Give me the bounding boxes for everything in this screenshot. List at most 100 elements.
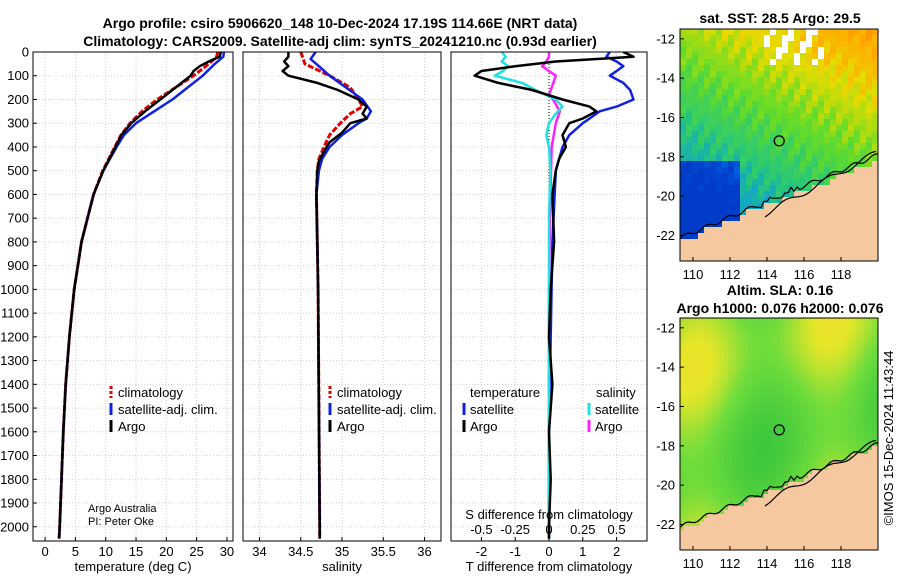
- map-cell: [828, 362, 833, 367]
- map-cell: [736, 490, 741, 495]
- map-cell: [854, 143, 861, 150]
- map-cell: [692, 378, 697, 383]
- temperature-axes-frame: [32, 51, 234, 542]
- map-cell: [792, 362, 797, 367]
- map-cell: [820, 534, 825, 539]
- map-cell: [712, 442, 717, 447]
- map-cell: [716, 434, 721, 439]
- map-cell: [744, 538, 749, 543]
- map-cell: [740, 362, 745, 367]
- map-cell: [808, 402, 813, 407]
- map-cell: [796, 470, 801, 475]
- map-cell: [864, 354, 869, 359]
- map-cell: [732, 434, 737, 439]
- map-cell: [876, 458, 878, 463]
- map-cell: [716, 257, 723, 261]
- map-cell: [746, 143, 753, 150]
- map-cell: [732, 482, 737, 487]
- map-cell: [700, 494, 705, 499]
- map-cell: [758, 125, 765, 132]
- map-cell: [840, 406, 845, 411]
- map-cell: [704, 538, 709, 543]
- map-cell: [680, 29, 687, 36]
- map-cell: [764, 362, 769, 367]
- map-cell: [782, 113, 789, 120]
- map-cell: [820, 394, 825, 399]
- map-cell: [780, 406, 785, 411]
- map-cell: [856, 370, 861, 375]
- map-cell: [776, 330, 781, 335]
- map-cell: [740, 330, 745, 335]
- map-cell: [876, 346, 878, 351]
- map-cell: [692, 233, 699, 240]
- map-cell: [800, 113, 807, 120]
- map-cell: [848, 518, 853, 523]
- map-cell: [758, 239, 765, 246]
- map-cell: [820, 434, 825, 439]
- map-cell: [710, 215, 717, 222]
- map-cell: [732, 398, 737, 403]
- map-cell: [728, 458, 733, 463]
- map-cell: [824, 350, 829, 355]
- map-cell: [792, 374, 797, 379]
- map-cell: [808, 502, 813, 507]
- map-cell: [872, 71, 878, 78]
- map-cell: [784, 470, 789, 475]
- map-cell: [720, 430, 725, 435]
- map-cell: [748, 390, 753, 395]
- map-cell: [740, 41, 747, 48]
- map-cell: [788, 41, 795, 48]
- map-cell: [716, 179, 723, 186]
- map-cell: [800, 334, 805, 339]
- map-cell: [824, 438, 829, 443]
- map-cell: [744, 322, 749, 327]
- map-cell: [700, 354, 705, 359]
- map-cell: [818, 137, 825, 144]
- map-cell: [844, 522, 849, 527]
- map-cell: [752, 458, 757, 463]
- map-cell: [776, 101, 783, 108]
- map-cell: [804, 410, 809, 415]
- map-cell: [842, 143, 849, 150]
- map-cell: [746, 95, 753, 102]
- map-cell: [744, 470, 749, 475]
- map-cell: [740, 406, 745, 411]
- map-cell: [820, 374, 825, 379]
- map-cell: [816, 382, 821, 387]
- map-cell: [804, 458, 809, 463]
- map-cell: [812, 209, 819, 216]
- map-cell: [840, 422, 845, 427]
- map-cell: [768, 450, 773, 455]
- map-cell: [712, 506, 717, 511]
- map-cell: [748, 506, 753, 511]
- map-cell: [854, 179, 861, 186]
- map-cell: [720, 538, 725, 543]
- map-cell: [684, 350, 689, 355]
- map-cell: [876, 494, 878, 499]
- map-cell: [740, 530, 745, 535]
- map-cell: [696, 510, 701, 515]
- map-cell: [716, 209, 723, 216]
- map-cell: [806, 107, 813, 114]
- map-cell: [812, 197, 819, 204]
- map-cell: [792, 526, 797, 531]
- map-cell: [800, 470, 805, 475]
- map-cell: [816, 410, 821, 415]
- map-cell: [824, 53, 831, 60]
- map-cell: [856, 334, 861, 339]
- map-cell: [872, 77, 878, 84]
- map-cell: [832, 446, 837, 451]
- map-cell: [760, 494, 765, 499]
- map-cell: [792, 486, 797, 491]
- map-cell: [772, 378, 777, 383]
- map-cell: [760, 498, 765, 503]
- map-cell: [720, 398, 725, 403]
- map-cell: [746, 239, 753, 246]
- map-cell: [830, 41, 837, 48]
- map-cell: [716, 101, 723, 108]
- map-cell: [852, 438, 857, 443]
- map-cell: [680, 131, 687, 138]
- map-cell: [840, 334, 845, 339]
- map-cell: [744, 522, 749, 527]
- map-cell: [788, 498, 793, 503]
